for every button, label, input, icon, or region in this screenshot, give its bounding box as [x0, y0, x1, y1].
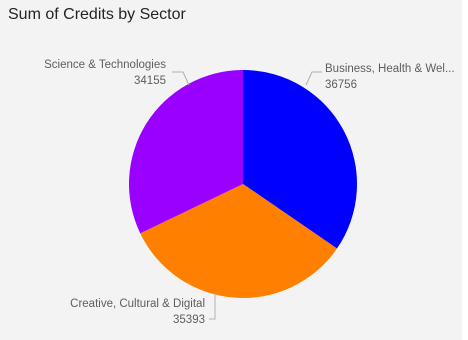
- leader-line-1: [305, 71, 322, 86]
- slice-label-3: Science & Technologies: [44, 59, 166, 71]
- leader-line-2: [209, 294, 216, 320]
- pie-slice-2[interactable]: [140, 184, 337, 298]
- chart-title: Sum of Credits by Sector: [8, 6, 186, 23]
- slice-label-2: Creative, Cultural & Digital: [70, 298, 205, 310]
- slice-value-1: 36756: [325, 79, 357, 91]
- leader-line-3: [172, 71, 190, 86]
- slice-label-1: Business, Health & Wel...: [325, 63, 455, 75]
- slice-value-2: 35393: [173, 314, 205, 326]
- pie-labels: Business, Health & Wel... 36756 Creative, …: [44, 59, 454, 326]
- pie-slice-3[interactable]: [128, 70, 243, 234]
- slice-value-3: 34155: [134, 75, 166, 87]
- pie-slice-1[interactable]: [243, 70, 357, 249]
- pie-slices: [128, 70, 357, 298]
